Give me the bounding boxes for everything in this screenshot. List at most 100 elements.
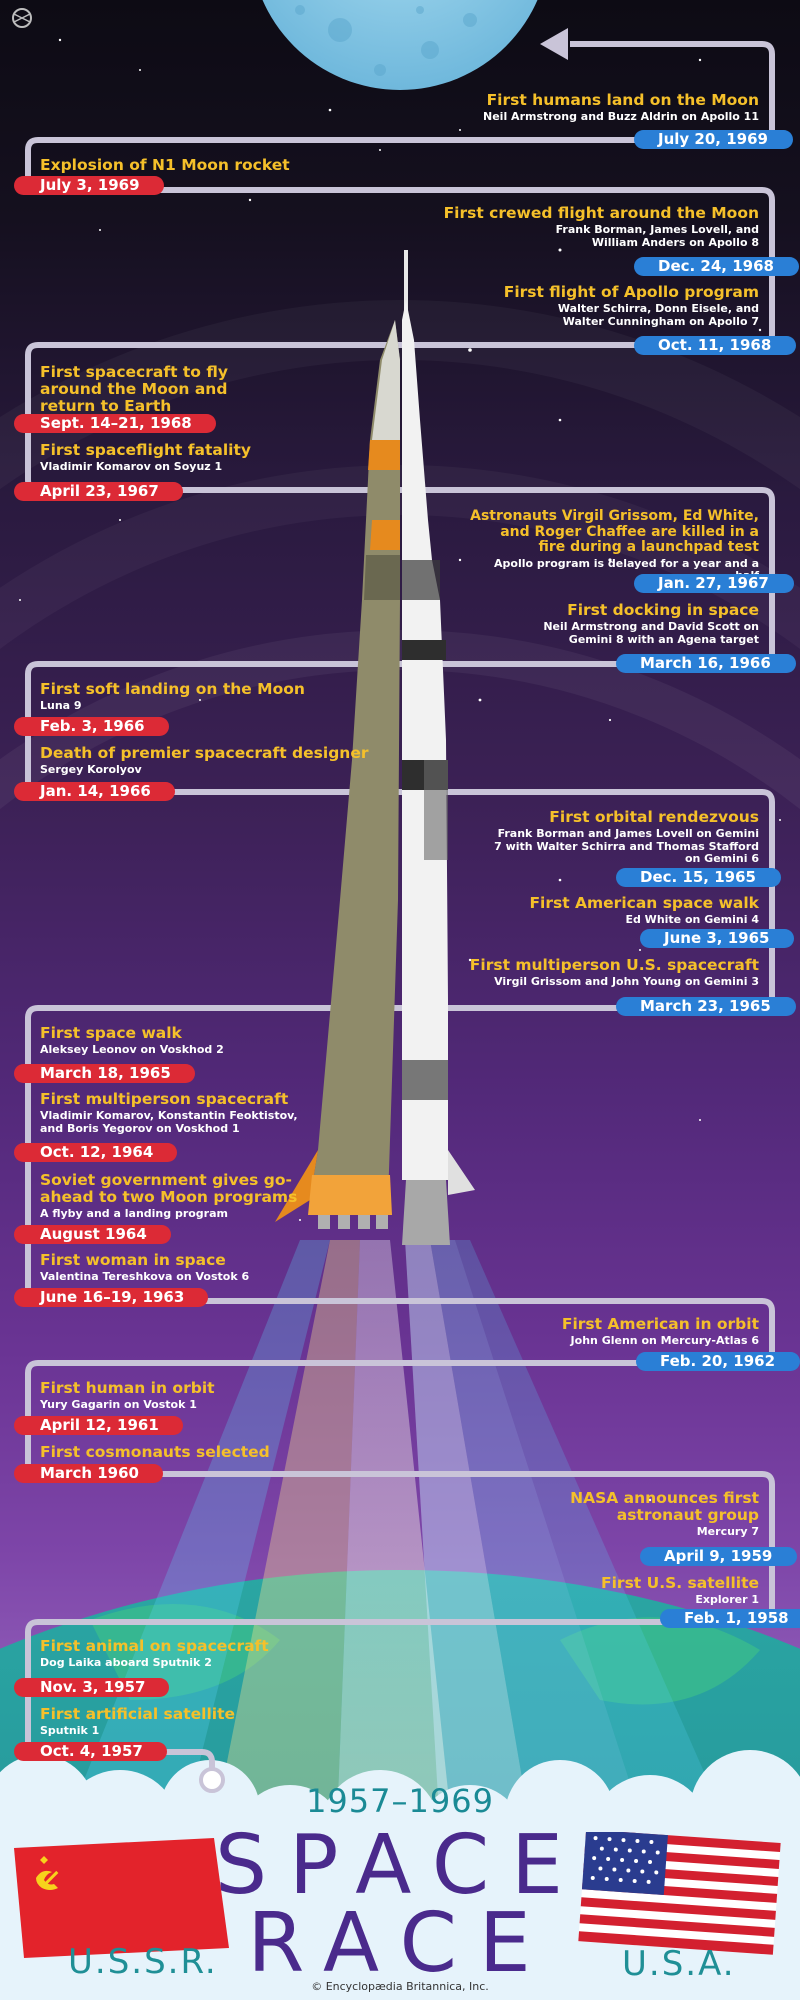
date-pill: Oct. 12, 1964	[14, 1143, 178, 1162]
event-subtitle: Vladimir Komarov, Konstantin Feoktistov,…	[40, 1109, 298, 1135]
event-subtitle: Yury Gagarin on Vostok 1	[40, 1398, 197, 1411]
ussr-flag	[14, 1838, 229, 1958]
moon	[262, 0, 538, 90]
event-subtitle: Sergey Korolyov	[40, 763, 142, 776]
event-apollo7: First flight of Apollo program Walter Sc…	[504, 284, 759, 328]
hammer-sickle-icon	[36, 1856, 59, 1890]
event-title: Explosion of N1 Moon rocket	[40, 156, 290, 174]
event-explorer1: First U.S. satellite Explorer 1	[601, 1575, 759, 1607]
event-title: First multiperson spacecraft	[40, 1090, 289, 1108]
date-pill: Oct. 4, 1957	[14, 1742, 167, 1761]
title-race: RACE	[247, 1896, 553, 1991]
date-pill: March 23, 1965	[616, 997, 796, 1016]
event-subtitle: A flyby and a landing program	[40, 1207, 228, 1220]
event-soyuz1: First spaceflight fatality Vladimir Koma…	[40, 442, 251, 474]
timeline-line	[25, 41, 775, 1774]
event-gemini3: First multiperson U.S. spacecraft Virgil…	[470, 957, 759, 989]
saturn-v-rocket	[402, 250, 475, 1245]
event-title: First cosmonauts selected	[40, 1443, 270, 1461]
event-subtitle: Neil Armstrong and Buzz Aldrin on Apollo…	[483, 110, 759, 123]
event-subtitle: Explorer 1	[695, 1593, 759, 1606]
credit: © Encyclopædia Britannica, Inc.	[311, 1980, 489, 1993]
date-pill: March 1960	[14, 1464, 163, 1483]
date-pill: Dec. 15, 1965	[616, 868, 781, 887]
event-subtitle: Mercury 7	[696, 1525, 759, 1538]
event-n1-explosion: Explosion of N1 Moon rocket	[40, 157, 290, 174]
event-title: First humans land on the Moon	[486, 91, 759, 109]
event-title: Astronauts Virgil Grissom, Ed White, and…	[470, 508, 759, 555]
event-nasa-astronauts: NASA announces first astronaut group Mer…	[569, 1490, 759, 1539]
event-zond5: First spacecraft to fly around the Moon …	[40, 364, 280, 430]
event-title: First spacecraft to fly around the Moon …	[40, 363, 228, 415]
event-title: First U.S. satellite	[601, 1574, 759, 1592]
event-luna9: First soft landing on the Moon Luna 9	[40, 681, 305, 713]
date-pill: Sept. 14–21, 1968	[14, 414, 216, 433]
ussr-label: U.S.S.R.	[68, 1942, 218, 1982]
usa-label: U.S.A.	[622, 1944, 736, 1984]
event-moon-programs: Soviet government gives go-ahead to two …	[40, 1172, 300, 1221]
event-title: First American in orbit	[561, 1315, 759, 1333]
date-pill: June 16–19, 1963	[14, 1288, 209, 1307]
date-pill: Dec. 24, 1968	[634, 257, 799, 276]
event-subtitle: Frank Borman, James Lovell, and William …	[555, 223, 759, 249]
event-voskhod2: First space walk Aleksey Leonov on Voskh…	[40, 1025, 224, 1057]
event-title: First soft landing on the Moon	[40, 680, 305, 698]
title-space: SPACE	[215, 1818, 585, 1913]
event-title: Death of premier spacecraft designer	[40, 744, 369, 762]
event-subtitle: Aleksey Leonov on Voskhod 2	[40, 1043, 224, 1056]
date-pill: Jan. 14, 1966	[14, 782, 175, 801]
event-title: First multiperson U.S. spacecraft	[469, 956, 759, 974]
date-pill: Nov. 3, 1957	[14, 1678, 170, 1697]
event-subtitle: Ed White on Gemini 4	[625, 913, 759, 926]
event-title: Soviet government gives go-ahead to two …	[40, 1171, 298, 1206]
event-subtitle: Virgil Grissom and John Young on Gemini …	[494, 975, 759, 988]
event-gemini7-6: First orbital rendezvous Frank Borman an…	[489, 809, 759, 866]
event-apollo11: First humans land on the Moon Neil Armst…	[483, 92, 759, 124]
event-title: First animal on spacecraft	[40, 1637, 269, 1655]
event-subtitle: Neil Armstrong and David Scott on Gemini…	[543, 620, 759, 646]
event-sputnik1: First artificial satellite Sputnik 1	[40, 1706, 235, 1738]
event-title: First woman in space	[40, 1251, 226, 1269]
event-mercury-atlas6: First American in orbit John Glenn on Me…	[562, 1316, 759, 1348]
event-vostok1: First human in orbit Yury Gagarin on Vos…	[40, 1380, 215, 1412]
event-sputnik2: First animal on spacecraft Dog Laika abo…	[40, 1638, 269, 1670]
date-pill: July 3, 1969	[14, 176, 164, 195]
event-title: First docking in space	[567, 601, 759, 619]
date-pill: Feb. 20, 1962	[636, 1352, 800, 1371]
event-gemini8: First docking in space Neil Armstrong an…	[529, 602, 759, 646]
date-pill: Oct. 11, 1968	[634, 336, 797, 355]
event-title: First artificial satellite	[40, 1705, 236, 1723]
date-pill: Jan. 27, 1967	[634, 574, 794, 593]
event-title: First orbital rendezvous	[549, 808, 759, 826]
date-pill: March 16, 1966	[616, 654, 796, 673]
date-pill: Feb. 1, 1958	[660, 1609, 800, 1628]
n1-rocket	[275, 320, 400, 1229]
date-pill: March 18, 1965	[14, 1064, 195, 1083]
event-title: NASA announces first astronaut group	[570, 1489, 759, 1524]
event-subtitle: Luna 9	[40, 699, 82, 712]
event-subtitle: Sputnik 1	[40, 1724, 100, 1737]
event-gemini4: First American space walk Ed White on Ge…	[529, 895, 759, 927]
timeline-start-dot	[199, 1767, 225, 1793]
event-subtitle: Frank Borman and James Lovell on Gemini …	[494, 827, 759, 865]
event-subtitle: Vladimir Komarov on Soyuz 1	[40, 460, 223, 473]
event-title: First flight of Apollo program	[503, 283, 759, 301]
years-label: 1957–1969	[306, 1782, 494, 1820]
britannica-thistle-icon	[12, 8, 32, 28]
arrow-left-icon	[540, 28, 568, 60]
date-pill: Feb. 3, 1966	[14, 717, 169, 736]
event-voskhod1: First multiperson spacecraft Vladimir Ko…	[40, 1091, 300, 1135]
date-pill: June 3, 1965	[640, 929, 795, 948]
date-pill: August 1964	[14, 1225, 171, 1244]
event-title: First spaceflight fatality	[40, 441, 252, 459]
event-title: First human in orbit	[40, 1379, 215, 1397]
event-subtitle: John Glenn on Mercury-Atlas 6	[570, 1334, 759, 1347]
date-pill: July 20, 1969	[634, 130, 793, 149]
usa-flag	[578, 1832, 781, 1955]
event-subtitle: Walter Schirra, Donn Eisele, and Walter …	[557, 302, 759, 328]
event-subtitle: Dog Laika aboard Sputnik 2	[40, 1656, 212, 1669]
event-title: First space walk	[40, 1024, 182, 1042]
event-vostok6: First woman in space Valentina Tereshkov…	[40, 1252, 249, 1284]
date-pill: April 23, 1967	[14, 482, 183, 501]
